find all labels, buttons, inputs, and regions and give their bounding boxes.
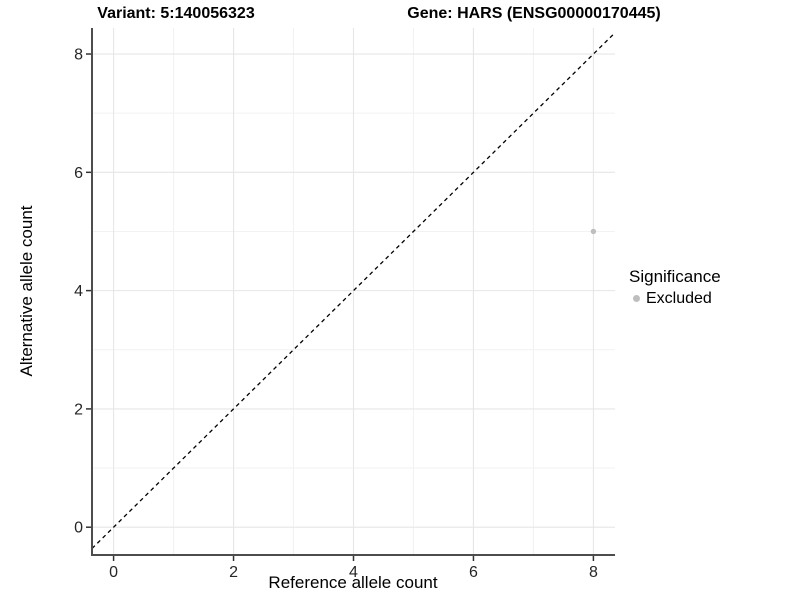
x-tick-label: 4 — [349, 564, 358, 581]
x-tick-label: 8 — [589, 564, 598, 581]
y-tick-label: 8 — [74, 47, 83, 64]
identity-line — [91, 32, 616, 549]
x-tick-label: 0 — [109, 564, 118, 581]
x-tick-label: 2 — [229, 564, 238, 581]
data-point — [590, 228, 597, 235]
plot-title-gene: Gene: HARS (ENSG00000170445) — [407, 5, 661, 22]
plot-title-variant: Variant: 5:140056323 — [97, 5, 255, 22]
x-axis-title: Reference allele count — [268, 573, 438, 592]
y-tick-label: 2 — [74, 401, 83, 418]
legend-entries: Excluded — [629, 289, 721, 308]
y-tick-label: 0 — [74, 520, 83, 537]
y-tick-label: 4 — [74, 283, 83, 300]
legend-entry-label: Excluded — [646, 290, 712, 307]
y-tick-label: 6 — [74, 165, 83, 182]
legend-point-icon — [633, 295, 640, 302]
legend-title: Significance — [629, 267, 721, 286]
x-tick-label: 6 — [469, 564, 478, 581]
legend: Significance Excluded — [629, 267, 721, 308]
y-axis-title: Alternative allele count — [17, 205, 36, 377]
legend-entry: Excluded — [629, 289, 721, 308]
